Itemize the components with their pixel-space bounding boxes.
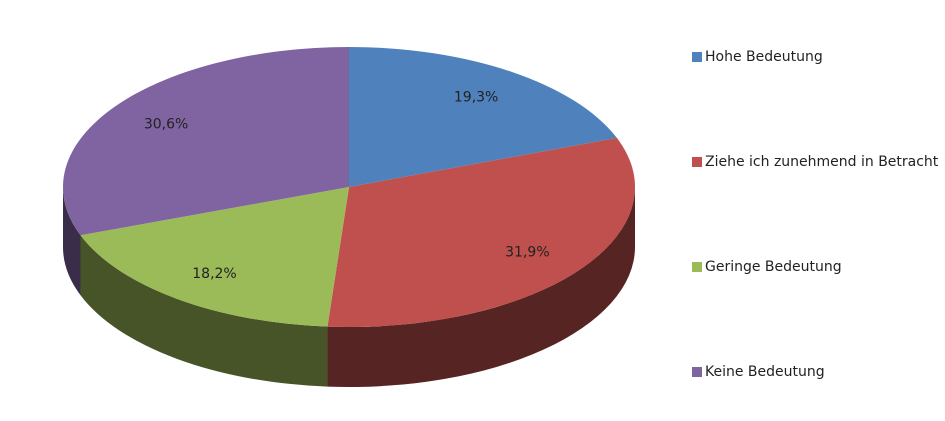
data-label: 30,6% bbox=[144, 116, 188, 132]
slice bbox=[349, 47, 617, 187]
legend-swatch bbox=[692, 157, 702, 167]
slice-side bbox=[63, 187, 81, 296]
slice-side bbox=[327, 187, 635, 387]
legend-swatch bbox=[692, 52, 702, 62]
slice bbox=[80, 187, 349, 327]
slice bbox=[63, 47, 350, 236]
legend-label: Ziehe ich zunehmend in Betracht bbox=[705, 154, 939, 170]
data-label: 18,2% bbox=[192, 266, 236, 282]
data-label: 31,9% bbox=[505, 245, 549, 261]
legend-swatch bbox=[692, 367, 702, 377]
legend-label: Geringe Bedeutung bbox=[705, 259, 842, 275]
slice bbox=[327, 137, 635, 328]
legend-label: Hohe Bedeutung bbox=[705, 49, 823, 65]
data-label: 19,3% bbox=[454, 89, 498, 105]
legend-swatch bbox=[692, 262, 702, 272]
slice-side bbox=[80, 235, 328, 387]
legend-label: Keine Bedeutung bbox=[705, 364, 825, 380]
